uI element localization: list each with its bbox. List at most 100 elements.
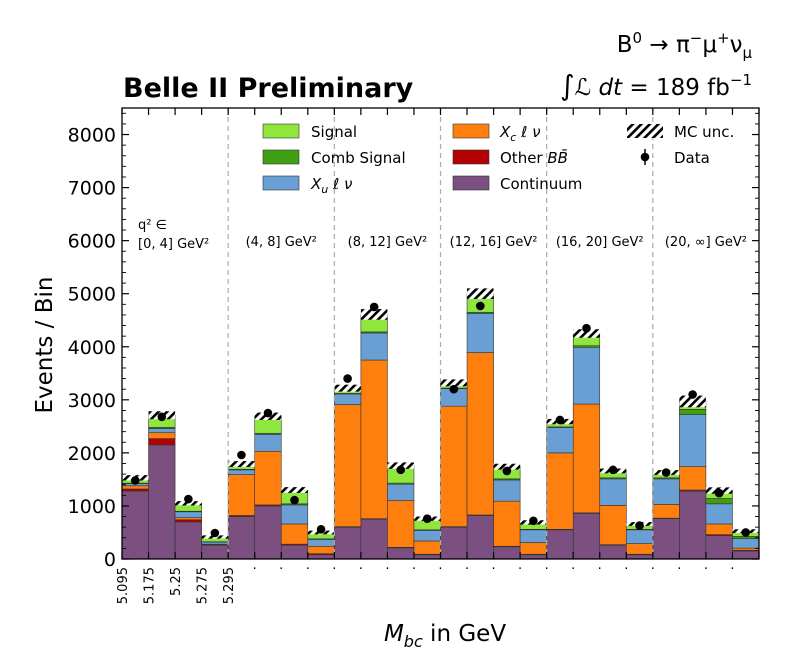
bar-continuum-3: [201, 544, 229, 560]
data-point-17: [582, 323, 591, 333]
x-tick-dot-15: ·: [518, 562, 522, 577]
bar-continuum-1: [148, 444, 176, 560]
bar-continuum-23: [732, 550, 760, 560]
bar-continuum-6: [280, 544, 309, 560]
bar-x-c-20: [652, 504, 680, 519]
legend-swatch-signal: [262, 123, 300, 139]
bar-continuum-20: [652, 518, 680, 560]
bar-continuum-10: [387, 547, 415, 560]
data-point-12: [449, 384, 459, 394]
q2-region-labels: q² ∈ [0, 4] GeV² (4, 8] GeV² (8, 12] GeV² (1…: [138, 218, 747, 252]
bar-continuum-16: [546, 529, 574, 560]
data-point-18: [608, 465, 618, 475]
bar-x-u-16: [546, 427, 574, 454]
y-tick-label-5: 5000: [68, 284, 116, 306]
bar-x-c-21: [679, 466, 707, 491]
process-label: B0 → π−μ+νμ: [617, 29, 753, 62]
y-tick-label-7: 7000: [68, 178, 116, 200]
bar-other-bb-2: [174, 519, 202, 523]
legend-label-x-c: Xc ℓ ν: [499, 123, 540, 144]
bar-x-c-16: [546, 452, 574, 530]
mc-unc-band-9: [360, 309, 388, 320]
data-point-21: [688, 390, 697, 399]
x-tick-dot-14: ·: [492, 562, 496, 577]
mc-unc-band-13: [467, 288, 494, 300]
x-tick-dot-12: ·: [438, 562, 442, 577]
legend-label-x-u: Xu ℓ ν: [310, 175, 352, 196]
bar-x-u-6: [280, 504, 309, 525]
bar-x-u-15: [519, 529, 547, 543]
bar-x-c-5: [254, 450, 282, 506]
bar-continuum-22: [705, 535, 733, 560]
bar-x-u-23: [732, 538, 760, 549]
data-point-20: [661, 468, 671, 477]
legend-label-other-bb: Other BB̄: [500, 148, 568, 167]
legend-swatch-other-bb: [452, 149, 490, 165]
data-point-23: [741, 528, 751, 537]
data-point-1: [157, 412, 167, 422]
x-tick-dot-22: ·: [704, 562, 708, 577]
x-tick-label-3: 5.275: [196, 567, 211, 604]
bar-x-u-19: [625, 529, 654, 544]
bar-x-u-8: [334, 393, 362, 405]
bar-x-u-7: [307, 539, 335, 547]
x-tick-dot-6: ·: [279, 562, 283, 577]
y-tick-label-2: 2000: [68, 443, 116, 465]
x-tick-label-4: 5.295: [222, 567, 237, 604]
x-tick-dot-23: ·: [730, 562, 734, 577]
data-point-22: [714, 488, 724, 498]
bar-x-u-14: [493, 479, 521, 502]
bar-x-c-2: [174, 517, 202, 521]
data-point-2: [184, 494, 193, 504]
bar-x-c-19: [625, 543, 654, 555]
bar-continuum-21: [679, 490, 707, 560]
bar-continuum-13: [466, 515, 494, 560]
data-point-14: [502, 466, 512, 476]
bar-x-u-4: [227, 469, 256, 475]
bar-x-c-15: [519, 542, 547, 555]
legend-swatch-continuum: [452, 175, 490, 191]
x-tick-label-0: 5.095: [116, 567, 131, 604]
legend-swatch-x-u: [262, 175, 300, 191]
bar-continuum-9: [360, 518, 388, 560]
legend-label-mc-unc: MC unc.: [674, 123, 734, 141]
bar-x-c-13: [466, 352, 494, 516]
bar-x-c-10: [387, 500, 415, 548]
bar-x-u-2: [174, 511, 202, 518]
mc-unc-band-21: [679, 395, 706, 408]
region-label-3: (12, 16] GeV²: [450, 235, 538, 250]
y-tick-label-1: 1000: [68, 496, 116, 518]
bar-x-c-0: [121, 485, 149, 490]
bar-x-u-17: [572, 346, 601, 405]
mc-unc-band-17: [573, 329, 600, 338]
bar-continuum-12: [440, 526, 468, 560]
x-tick-dot-8: ·: [332, 562, 336, 577]
legend-swatch-comb-signal: [262, 149, 300, 165]
mc-unc-band-8: [334, 384, 361, 392]
bar-x-c-8: [334, 404, 362, 527]
x-axis-label: Mbc in GeV: [384, 621, 506, 651]
bar-x-c-11: [413, 540, 441, 555]
data-point-19: [635, 521, 644, 530]
bar-x-c-9: [360, 359, 388, 519]
x-tick-dot-17: ·: [571, 562, 575, 577]
bar-x-c-18: [599, 505, 627, 545]
data-point-3: [210, 528, 220, 538]
x-tick-dot-10: ·: [385, 562, 389, 577]
bar-x-u-20: [652, 478, 680, 505]
bar-continuum-14: [493, 546, 521, 560]
legend-swatch-x-c: [452, 123, 490, 139]
x-tick-dot-19: ·: [624, 562, 628, 577]
data-points: [130, 301, 751, 538]
bar-continuum-18: [599, 544, 627, 560]
x-tick-label-1: 5.175: [143, 567, 158, 604]
y-tick-label-0: 0: [104, 549, 116, 571]
data-point-16: [555, 415, 565, 425]
region-label-0: [0, 4] GeV²: [138, 237, 209, 252]
bar-x-u-5: [254, 434, 282, 452]
x-tick-dot-7: ·: [306, 562, 310, 577]
bar-x-c-17: [572, 403, 601, 514]
y-tick-label-4: 4000: [68, 337, 116, 359]
bar-x-u-3: [201, 541, 229, 545]
